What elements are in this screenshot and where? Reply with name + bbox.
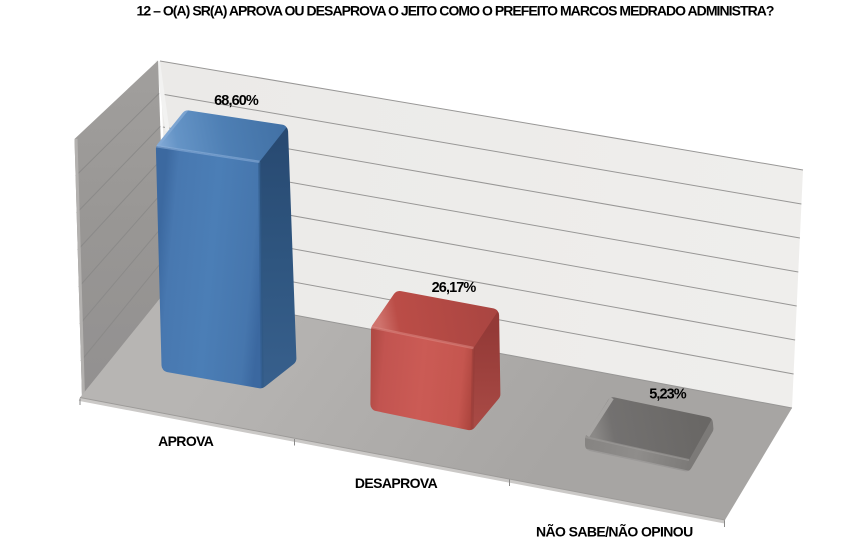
svg-text:NÃO SABE/NÃO OPINOU: NÃO SABE/NÃO OPINOU [536, 523, 693, 540]
svg-text:APROVA: APROVA [158, 433, 214, 449]
svg-text:26,17%: 26,17% [432, 280, 477, 296]
svg-text:12 – O(A) SR(A) APROVA OU DESA: 12 – O(A) SR(A) APROVA OU DESAPROVA O JE… [136, 3, 773, 19]
svg-text:DESAPROVA: DESAPROVA [355, 475, 438, 491]
svg-text:5,23%: 5,23% [649, 387, 687, 403]
svg-text:68,60%: 68,60% [214, 93, 259, 109]
